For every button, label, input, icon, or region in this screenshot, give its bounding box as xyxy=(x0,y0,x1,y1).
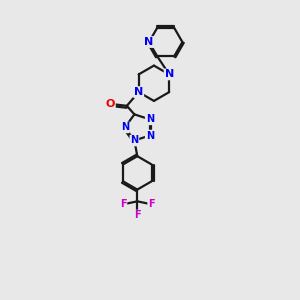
Text: O: O xyxy=(106,99,115,109)
Text: N: N xyxy=(130,136,138,146)
Text: F: F xyxy=(134,211,141,220)
Text: N: N xyxy=(146,130,154,140)
Text: N: N xyxy=(146,114,154,124)
Text: N: N xyxy=(144,37,154,47)
Text: N: N xyxy=(165,69,174,80)
Text: F: F xyxy=(148,199,155,209)
Text: F: F xyxy=(120,199,127,209)
Text: N: N xyxy=(121,122,129,132)
Text: N: N xyxy=(134,87,143,97)
